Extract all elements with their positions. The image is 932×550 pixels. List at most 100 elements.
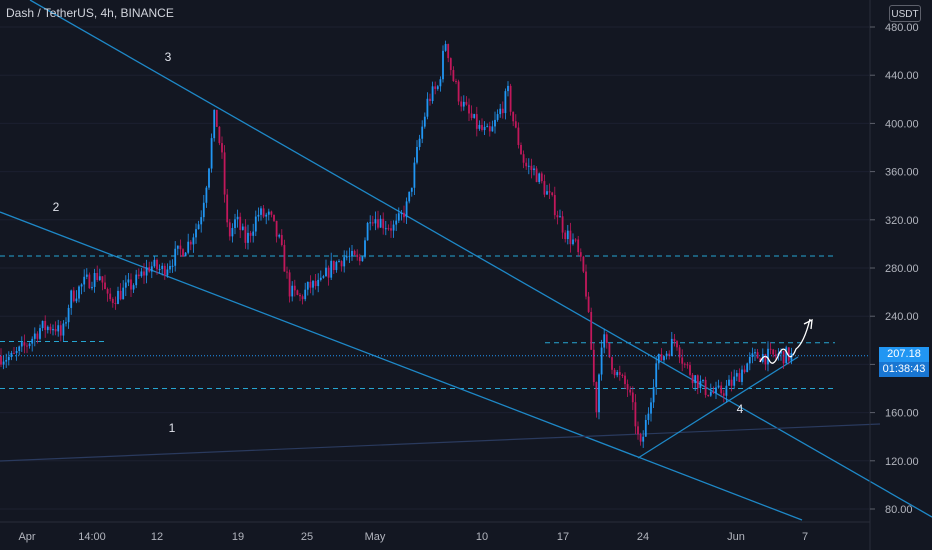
candle-body xyxy=(340,261,343,267)
candle-body xyxy=(371,222,374,224)
candle-body xyxy=(603,334,606,348)
candle-body xyxy=(244,226,247,243)
candle-body xyxy=(746,363,749,373)
candle-body xyxy=(728,379,730,386)
candle-body xyxy=(247,232,249,243)
candle-body xyxy=(306,281,309,290)
candle-body xyxy=(182,249,184,257)
price-tick-label: 400.00 xyxy=(885,118,919,130)
time-tick-label: 7 xyxy=(802,531,808,543)
candle-body xyxy=(535,168,538,183)
candle-body xyxy=(582,256,585,272)
trendline-upper xyxy=(29,0,932,518)
candle-body xyxy=(88,274,91,289)
candle-body xyxy=(148,267,151,272)
candle-body xyxy=(483,126,486,131)
candle-body xyxy=(67,307,70,323)
candle-body xyxy=(2,361,5,365)
candle-body xyxy=(223,152,226,195)
bar-countdown-tag: 01:38:43 xyxy=(879,361,929,377)
candle-body xyxy=(13,352,15,354)
candle-body xyxy=(70,290,73,308)
wave-label: 3 xyxy=(165,50,172,64)
candle-body xyxy=(156,259,158,270)
candle-body xyxy=(702,379,704,382)
candle-body xyxy=(312,280,314,288)
candle-body xyxy=(543,181,546,195)
candle-body xyxy=(639,434,642,442)
candle-body xyxy=(96,272,99,281)
time-tick-label: 12 xyxy=(151,531,163,543)
candle-body xyxy=(577,239,580,253)
candle-body xyxy=(608,342,611,358)
candle-body xyxy=(507,85,509,92)
candle-body xyxy=(579,252,582,257)
candle-body xyxy=(748,357,751,364)
candle-body xyxy=(161,265,164,270)
candle-body xyxy=(678,347,681,358)
candle-body xyxy=(764,354,767,365)
candle-body xyxy=(309,281,312,288)
candle-body xyxy=(338,261,340,263)
candle-body xyxy=(650,402,652,414)
candle-body xyxy=(546,191,548,195)
candle-body xyxy=(26,345,28,347)
candle-body xyxy=(626,384,629,390)
candle-body xyxy=(455,81,457,83)
candle-body xyxy=(660,353,663,361)
candle-body xyxy=(392,224,395,231)
candle-body xyxy=(462,101,465,107)
candle-body xyxy=(280,235,283,246)
candle-body xyxy=(655,363,658,388)
candle-body xyxy=(109,293,112,300)
candle-body xyxy=(41,320,44,329)
candle-body xyxy=(208,168,210,188)
candle-body xyxy=(569,230,572,245)
candle-body xyxy=(405,201,408,218)
candle-body xyxy=(348,255,351,257)
candle-body xyxy=(286,271,288,273)
candle-body xyxy=(712,391,715,393)
candle-body xyxy=(379,218,382,228)
candle-body xyxy=(486,126,489,128)
time-tick-label: 17 xyxy=(557,531,569,543)
candle-body xyxy=(634,402,637,427)
candle-body xyxy=(10,352,13,358)
candle-body xyxy=(605,334,608,343)
candle-body xyxy=(572,239,574,245)
candle-body xyxy=(119,290,122,300)
candle-body xyxy=(221,143,223,153)
currency-button[interactable]: USDT xyxy=(889,5,921,22)
candle-body xyxy=(733,376,736,386)
candle-body xyxy=(787,347,790,361)
candle-body xyxy=(150,266,153,272)
candle-body xyxy=(431,86,434,102)
candle-body xyxy=(491,126,494,132)
price-tick-label: 480.00 xyxy=(885,22,919,34)
candle-body xyxy=(621,374,624,376)
candle-body xyxy=(683,363,686,365)
price-tick-label: 80.00 xyxy=(885,504,913,516)
candle-body xyxy=(767,348,769,365)
candle-body xyxy=(416,146,418,163)
time-tick-label: May xyxy=(365,531,386,543)
candle-body xyxy=(624,375,626,385)
candle-body xyxy=(559,216,561,218)
candle-body xyxy=(496,114,499,120)
candle-body xyxy=(301,296,304,300)
candle-body xyxy=(158,269,161,271)
projection-arrowhead xyxy=(803,318,813,330)
candle-body xyxy=(618,372,621,375)
candle-body xyxy=(319,277,322,280)
candle-body xyxy=(374,219,377,224)
candle-body xyxy=(421,126,424,139)
candle-body xyxy=(501,108,504,114)
candle-body xyxy=(330,260,333,278)
candle-body xyxy=(592,349,595,383)
candle-body xyxy=(663,356,665,361)
price-tick-label: 440.00 xyxy=(885,70,919,82)
candle-body xyxy=(325,267,327,277)
candle-body xyxy=(265,214,268,217)
candle-body xyxy=(239,216,242,230)
